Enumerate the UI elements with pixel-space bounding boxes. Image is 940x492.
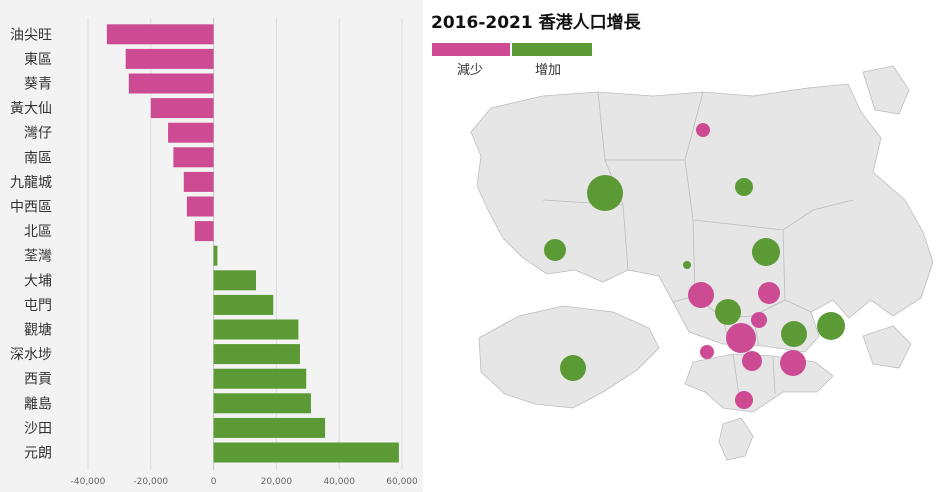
bar-chart-panel: 油尖旺東區葵青黃大仙灣仔南區九龍城中西區北區荃灣大埔屯門觀塘深水埗西貢離島沙田元… <box>0 0 423 492</box>
map-title: 2016-2021 香港人口增長 <box>431 13 641 33</box>
x-tick-label: 20,000 <box>261 477 293 487</box>
legend-swatch-decrease <box>432 43 510 56</box>
category-label: 東區 <box>24 52 52 68</box>
category-label: 西貢 <box>24 372 52 388</box>
bar-元朗 <box>213 442 399 463</box>
sai-kung-islands-land <box>862 325 912 369</box>
bubble-tai-po-increase <box>752 238 780 266</box>
x-tick-label: -40,000 <box>71 477 106 487</box>
population-change-bar-chart: 油尖旺東區葵青黃大仙灣仔南區九龍城中西區北區荃灣大埔屯門觀塘深水埗西貢離島沙田元… <box>10 18 418 487</box>
bubble-central-western-decrease <box>700 345 714 359</box>
bar-灣仔 <box>168 122 214 143</box>
category-label: 元朗 <box>24 446 52 462</box>
category-label: 觀塘 <box>24 323 52 339</box>
hong-kong-map <box>470 65 934 461</box>
category-label: 黃大仙 <box>10 101 52 117</box>
bubble-kwai-tsing-decrease <box>688 282 714 308</box>
bubble-yuen-long-increase <box>587 175 623 211</box>
bar-中西區 <box>186 196 214 217</box>
category-label: 北區 <box>24 224 52 240</box>
legend-label-increase: 增加 <box>535 63 562 78</box>
bubble-eastern-decrease <box>780 350 806 376</box>
bubble-sai-kung-increase <box>817 312 845 340</box>
bubble-wan-chai-decrease <box>742 351 762 371</box>
category-label: 九龍城 <box>10 174 52 191</box>
tick-labels: -40,000 -20,000 0 20,000 40,000 60,000 <box>71 477 418 487</box>
category-label: 沙田 <box>24 421 52 437</box>
bubble-kwun-tong-increase <box>781 321 807 347</box>
northeast-land <box>862 65 910 115</box>
category-label: 深水埗 <box>10 347 52 363</box>
category-label: 中西區 <box>10 200 52 216</box>
bar-南區 <box>173 147 214 168</box>
bar-九龍城 <box>183 171 214 192</box>
x-tick-label: 60,000 <box>386 477 418 487</box>
x-tick-label: -20,000 <box>133 477 168 487</box>
bubble-north-increase <box>735 178 753 196</box>
bubble-north-small-decrease <box>696 123 710 137</box>
bar-深水埗 <box>213 344 300 365</box>
new-territories-land <box>470 83 934 319</box>
bubble-southern-decrease <box>735 391 753 409</box>
bar-荃灣 <box>213 245 218 266</box>
bubble-islands-increase <box>560 355 586 381</box>
x-tick-label: 0 <box>211 477 217 487</box>
bar-屯門 <box>213 294 274 315</box>
bars <box>106 24 399 463</box>
bar-北區 <box>194 221 214 242</box>
bar-觀塘 <box>213 319 299 340</box>
bar-黃大仙 <box>150 98 214 119</box>
map-panel: 2016-2021 香港人口增長 減少 增加 <box>423 0 940 492</box>
bar-西貢 <box>213 368 307 389</box>
legend-label-decrease: 減少 <box>457 63 484 78</box>
bubble-yau-tsim-mong-decrease <box>726 323 756 353</box>
category-label: 灣仔 <box>24 126 52 142</box>
category-label: 屯門 <box>24 298 52 314</box>
bar-葵青 <box>128 73 214 94</box>
x-tick-label: 40,000 <box>323 477 355 487</box>
bubble-tuen-mun-increase <box>544 239 566 261</box>
bubble-wong-tai-sin-decrease <box>758 282 780 304</box>
category-label: 離島 <box>24 395 52 412</box>
bubble-tsuen-wan-increase <box>683 261 691 269</box>
lamma-island-land <box>718 417 754 461</box>
category-label: 葵青 <box>24 77 52 93</box>
category-label: 荃灣 <box>24 248 52 265</box>
category-label: 油尖旺 <box>10 27 52 43</box>
legend-swatch-increase <box>512 43 592 56</box>
bar-東區 <box>125 48 214 69</box>
bar-離島 <box>213 393 311 414</box>
category-label: 南區 <box>24 150 52 166</box>
bar-沙田 <box>213 417 326 438</box>
bubble-sham-shui-po-increase <box>715 299 741 325</box>
category-label: 大埔 <box>24 273 52 289</box>
category-labels: 油尖旺東區葵青黃大仙灣仔南區九龍城中西區北區荃灣大埔屯門觀塘深水埗西貢離島沙田元… <box>10 27 52 461</box>
bar-油尖旺 <box>106 24 214 45</box>
bar-大埔 <box>213 270 256 291</box>
bubbles <box>544 123 845 409</box>
bubble-kowloon-city-decrease <box>751 312 767 328</box>
